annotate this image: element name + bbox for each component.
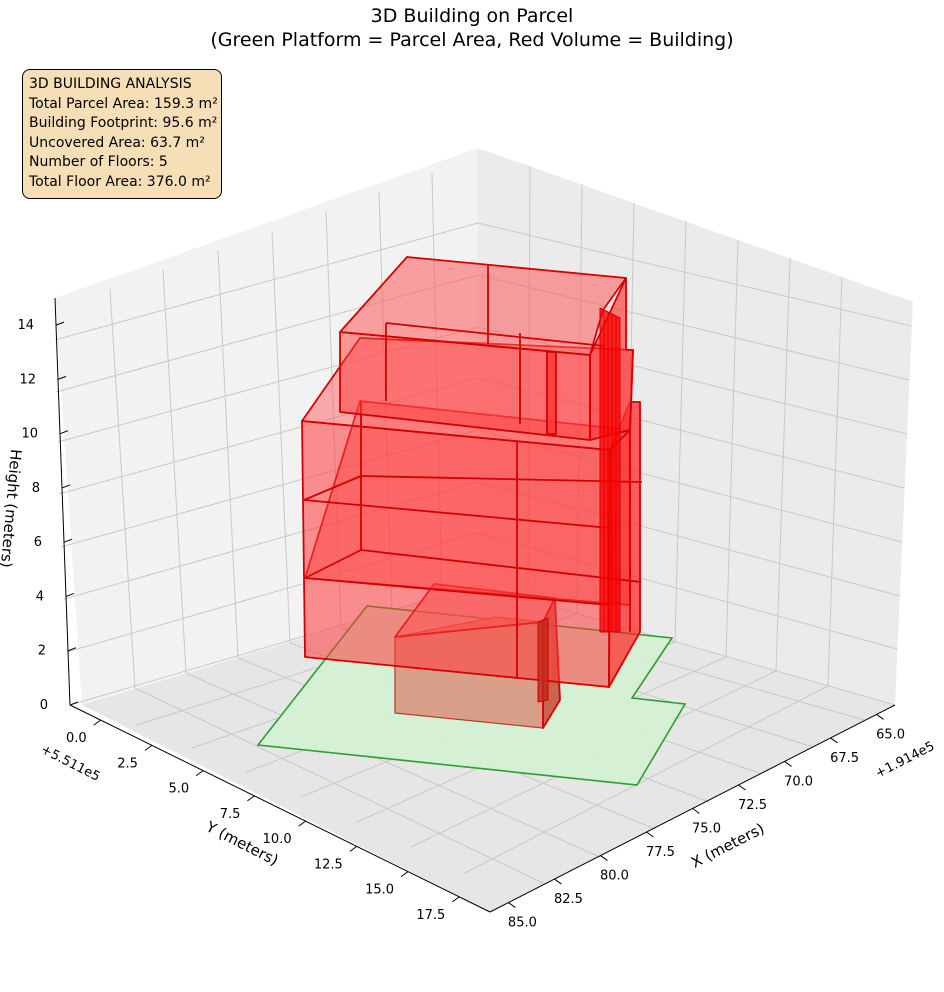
x-tick-label: 72.5	[738, 798, 767, 813]
corner-column	[599, 307, 621, 633]
x-tick-label: 77.5	[646, 845, 675, 860]
x-tick-mark	[784, 761, 792, 767]
y-tick-labels: 0.0 2.5 5.0 7.5 10.0 12.5 15.0 17.5	[66, 731, 445, 923]
y-tick-mark	[93, 719, 102, 726]
y-tick-mark	[195, 770, 204, 777]
z-tick-label: 8	[32, 481, 40, 496]
building-volume	[301, 256, 643, 729]
y-tick-label: 15.0	[365, 883, 394, 898]
floor-line-1	[304, 577, 610, 606]
y-tick-marks	[93, 719, 460, 903]
y-tick-mark	[349, 845, 358, 852]
y-tick-mark	[247, 795, 255, 802]
x-tick-mark	[600, 855, 608, 861]
x-tick-label: 75.0	[692, 822, 721, 837]
x-tick-label: 82.5	[554, 892, 583, 907]
y-tick-mark	[451, 896, 460, 903]
x-tick-mark	[876, 714, 884, 720]
x-tick-mark	[646, 831, 654, 838]
x-tick-label: 65.0	[876, 727, 905, 742]
y-tick-mark	[298, 820, 306, 827]
upper-mid-line-b	[385, 322, 605, 347]
stats-uncovered-area: Uncovered Area: 63.7 m²	[29, 134, 205, 151]
x-tick-mark	[508, 902, 516, 908]
floor-line-2	[303, 499, 611, 529]
z-tick-label: 12	[19, 372, 36, 387]
floor-line-2c	[360, 475, 643, 483]
y-axis-line	[69, 704, 491, 913]
z-tick-label: 14	[17, 318, 34, 333]
floor-line-2b	[303, 475, 362, 501]
z-tick-mark	[57, 375, 67, 380]
x-offset-label: +1.914e5	[873, 739, 937, 782]
y-tick-label: 7.5	[220, 807, 241, 822]
tower-front-face	[301, 420, 611, 688]
y-tick-label: 2.5	[117, 756, 138, 771]
z-axis-line	[54, 297, 71, 706]
stats-total-floor-area: Total Floor Area: 376.0 m²	[29, 173, 211, 190]
x-tick-label: 85.0	[508, 916, 537, 931]
chart-title: 3D Building on Parcel (Green Platform = …	[0, 4, 944, 52]
y-tick-label: 5.0	[168, 782, 189, 797]
y-tick-label: 0.0	[66, 731, 87, 746]
y-tick-mark	[400, 871, 409, 878]
x-tick-mark	[554, 878, 562, 885]
z-tick-label: 6	[34, 535, 42, 550]
stats-num-floors: Number of Floors: 5	[29, 154, 168, 170]
x-tick-labels: 65.0 67.5 70.0 72.5 75.0 77.5 80.0 82.5 85.0	[508, 727, 905, 930]
y-tick-label: 10.0	[263, 832, 292, 847]
floor-line-1c	[360, 549, 642, 583]
y-offset-label: +5.511e5	[38, 742, 102, 785]
y-tick-mark	[144, 744, 153, 751]
z-tick-mark	[59, 430, 69, 435]
z-axis-label: Height (meters)	[0, 448, 25, 568]
x-tick-label: 80.0	[600, 869, 629, 884]
z-tick-label: 10	[21, 427, 38, 442]
z-tick-mark	[61, 484, 71, 489]
z-tick-labels: 0 2 4 6 8 10 12 14	[17, 318, 48, 713]
notch-block	[546, 351, 557, 435]
stats-building-footprint: Building Footprint: 95.6 m²	[29, 115, 218, 131]
z-tick-mark	[63, 538, 73, 543]
chart-title-line1: 3D Building on Parcel	[370, 5, 574, 27]
floor-line-1b	[304, 549, 362, 579]
z-tick-label: 4	[36, 589, 44, 604]
z-tick-label: 2	[38, 644, 46, 659]
z-tick-mark	[67, 647, 77, 652]
y-tick-label: 12.5	[314, 857, 343, 872]
stats-box: 3D BUILDING ANALYSIS Total Parcel Area: …	[22, 69, 222, 199]
x-tick-label: 70.0	[784, 774, 813, 789]
podium-column	[537, 617, 549, 703]
z-tick-label: 0	[40, 698, 48, 713]
chart-title-line2: (Green Platform = Parcel Area, Red Volum…	[210, 29, 734, 51]
z-tick-mark	[69, 701, 79, 706]
x-tick-marks	[508, 714, 884, 908]
z-tick-mark	[55, 321, 65, 326]
stats-heading: 3D BUILDING ANALYSIS	[29, 76, 192, 92]
stats-parcel-area: Total Parcel Area: 159.3 m²	[29, 95, 218, 112]
x-tick-mark	[830, 737, 838, 744]
z-tick-mark	[65, 592, 75, 597]
z-tick-marks	[55, 321, 79, 706]
y-tick-label: 17.5	[416, 908, 445, 923]
x-tick-mark	[738, 784, 746, 791]
x-tick-mark	[692, 808, 700, 814]
x-tick-label: 67.5	[830, 751, 859, 766]
